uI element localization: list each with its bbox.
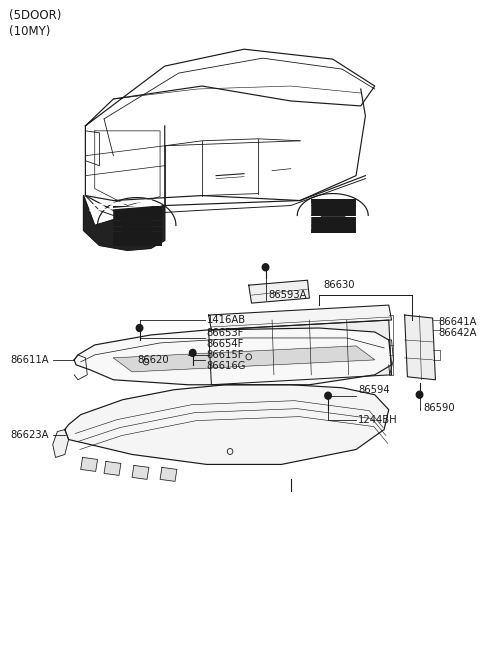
- Circle shape: [325, 392, 331, 400]
- Polygon shape: [209, 320, 392, 385]
- Text: 1244BH: 1244BH: [358, 415, 397, 424]
- Circle shape: [136, 325, 143, 331]
- Circle shape: [416, 391, 423, 398]
- Circle shape: [262, 264, 269, 271]
- Polygon shape: [209, 305, 392, 330]
- Text: 86623A: 86623A: [11, 430, 49, 440]
- Bar: [240, 355, 267, 370]
- Text: 86615F: 86615F: [207, 350, 244, 360]
- Text: 86616G: 86616G: [207, 361, 246, 371]
- Bar: [324, 355, 351, 370]
- Polygon shape: [249, 280, 310, 303]
- Polygon shape: [84, 195, 165, 251]
- Text: 1416AB: 1416AB: [207, 315, 246, 325]
- Polygon shape: [132, 465, 149, 480]
- Text: 86642A: 86642A: [438, 328, 477, 338]
- Bar: [281, 355, 310, 370]
- Polygon shape: [405, 315, 435, 380]
- Text: 86594: 86594: [358, 384, 390, 395]
- Polygon shape: [113, 346, 375, 372]
- Polygon shape: [65, 385, 389, 464]
- Text: 86641A: 86641A: [438, 317, 477, 327]
- Polygon shape: [160, 468, 177, 482]
- Text: 86590: 86590: [423, 403, 455, 413]
- Text: 86620: 86620: [138, 355, 169, 365]
- Polygon shape: [104, 461, 121, 476]
- Polygon shape: [74, 328, 392, 385]
- Polygon shape: [53, 430, 69, 457]
- Text: 86630: 86630: [324, 280, 355, 290]
- Circle shape: [190, 350, 196, 356]
- Text: (5DOOR)
(10MY): (5DOOR) (10MY): [9, 9, 61, 38]
- Text: 86654F: 86654F: [207, 339, 244, 349]
- Polygon shape: [81, 457, 97, 472]
- Text: 86611A: 86611A: [11, 355, 49, 365]
- Text: 86653F: 86653F: [207, 328, 244, 338]
- Text: 86593A: 86593A: [268, 290, 307, 300]
